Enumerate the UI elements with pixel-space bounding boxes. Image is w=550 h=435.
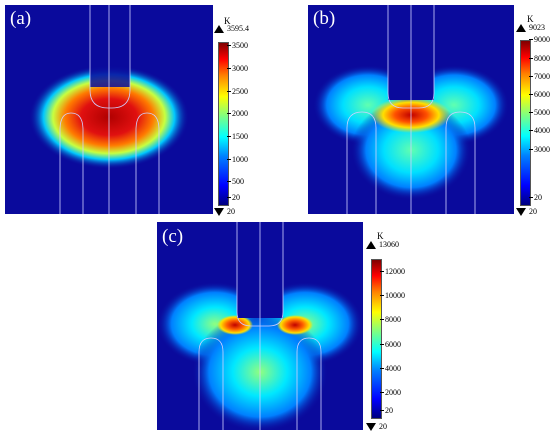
colorbar-tick-label: 8000 bbox=[380, 315, 401, 325]
temperature-field-c bbox=[157, 222, 363, 430]
colorbar-b bbox=[520, 40, 531, 206]
min-value-a: 20 bbox=[227, 207, 235, 216]
panel-label-a: (a) bbox=[10, 8, 32, 29]
panel-label-b: (b) bbox=[313, 8, 336, 29]
max-indicator-a: 3595.4 bbox=[214, 24, 249, 34]
colorbar-tick-label: 6000 bbox=[529, 90, 550, 100]
unit-label-a: K bbox=[224, 16, 231, 26]
max-triangle-icon bbox=[366, 241, 376, 250]
colorbar-tick-label: 4000 bbox=[380, 363, 401, 373]
colorbar-tick-label: 2000 bbox=[227, 109, 248, 119]
field-svg-a bbox=[5, 5, 213, 214]
colorbar-tick-label: 5000 bbox=[529, 108, 550, 118]
max-value-a: 3595.4 bbox=[227, 24, 249, 33]
temperature-field-b bbox=[308, 5, 514, 214]
min-triangle-icon bbox=[214, 208, 224, 217]
colorbar-tick-label: 6000 bbox=[380, 339, 401, 349]
field-svg-b bbox=[308, 5, 514, 214]
max-triangle-icon bbox=[214, 25, 224, 34]
min-indicator-b: 20 bbox=[516, 207, 537, 217]
colorbar-tick-label: 2500 bbox=[227, 86, 248, 96]
colorbar-tick-label: 12000 bbox=[380, 266, 405, 276]
max-indicator-b: 9023 bbox=[516, 23, 545, 33]
colorbar-tick-label: 7000 bbox=[529, 71, 550, 81]
min-indicator-c: 20 bbox=[366, 422, 387, 432]
colorbar-tick-label: 10000 bbox=[380, 291, 405, 301]
field-svg-c bbox=[157, 222, 363, 430]
unit-label-b: K bbox=[527, 14, 534, 24]
colorbar-tick-label: 3000 bbox=[227, 63, 248, 73]
temperature-field-a bbox=[5, 5, 213, 214]
min-triangle-icon bbox=[366, 423, 376, 432]
colorbar-a bbox=[218, 42, 229, 206]
colorbar-tick-label: 3000 bbox=[529, 144, 550, 154]
max-triangle-icon bbox=[516, 24, 526, 33]
colorbar-c bbox=[371, 259, 382, 419]
max-indicator-c: 13060 bbox=[366, 240, 399, 250]
colorbar-tick-label: 20 bbox=[227, 193, 240, 202]
colorbar-tick-label: 1000 bbox=[227, 154, 248, 164]
max-value-c: 13060 bbox=[379, 240, 399, 249]
colorbar-tick-label: 4000 bbox=[529, 126, 550, 136]
colorbar-tick-label: 2000 bbox=[380, 388, 401, 397]
colorbar-tick-label: 500 bbox=[227, 177, 244, 187]
min-triangle-icon bbox=[516, 208, 526, 217]
unit-label-c: K bbox=[377, 231, 384, 241]
colorbar-tick-label: 9000 bbox=[529, 35, 550, 45]
colorbar-tick-label: 3500 bbox=[227, 41, 248, 51]
max-value-b: 9023 bbox=[529, 23, 545, 32]
colorbar-tick-label: 20 bbox=[529, 193, 542, 202]
colorbar-tick-label: 1500 bbox=[227, 131, 248, 141]
colorbar-tick-label: 8000 bbox=[529, 53, 550, 63]
min-value-b: 20 bbox=[529, 207, 537, 216]
min-value-c: 20 bbox=[379, 422, 387, 431]
panel-label-c: (c) bbox=[162, 226, 184, 247]
min-indicator-a: 20 bbox=[214, 207, 235, 217]
colorbar-tick-label: 20 bbox=[380, 406, 393, 415]
